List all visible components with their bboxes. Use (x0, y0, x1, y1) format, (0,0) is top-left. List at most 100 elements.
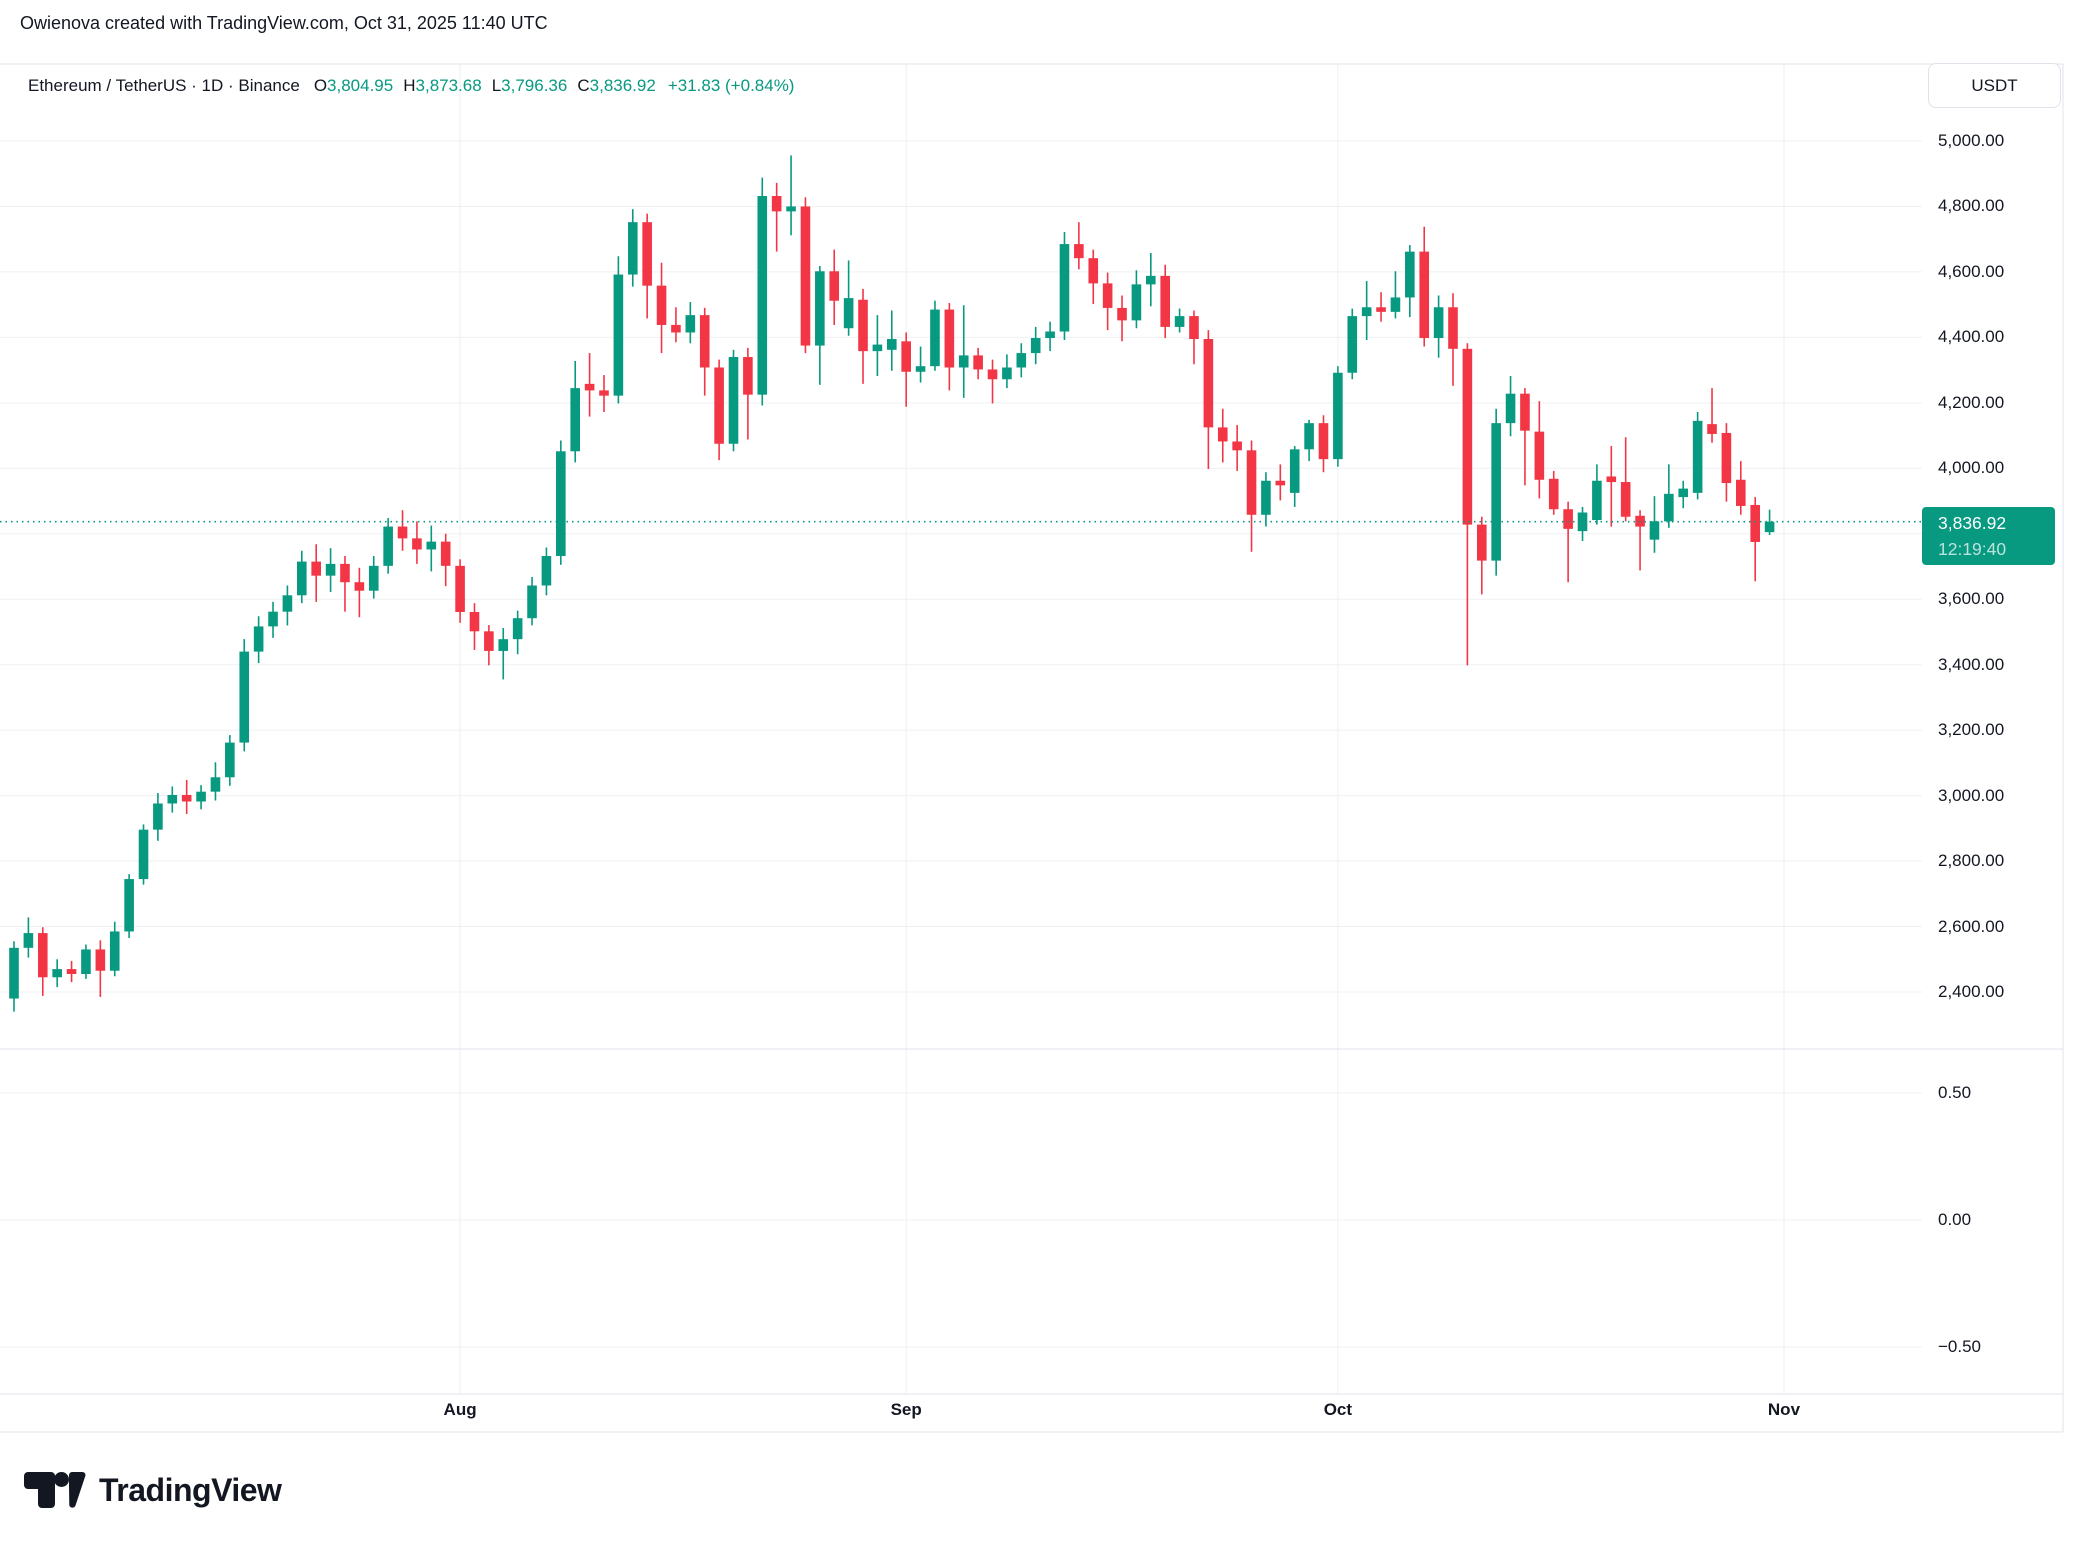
candle[interactable]: Sep 8 O 4272 H 4348 L 4245 C 4308 (1002, 367, 1012, 380)
candle[interactable]: Aug 14 O 4752 H 4778 L 4458 C 4558 (642, 222, 652, 286)
candle[interactable]: Oct 12 O 3718 H 4182 L 3672 C 4138 (1491, 423, 1501, 561)
candle[interactable]: Oct 8 O 4398 H 4528 L 4338 C 4492 (1433, 307, 1444, 339)
chart-legend[interactable]: Ethereum / TetherUS · 1D · Binance O3,804… (28, 76, 794, 96)
time-axis[interactable]: Aug Sep Oct Nov (0, 1394, 2063, 1432)
candle[interactable]: Aug 11 O 4238 H 4285 L 4172 C 4222 (599, 390, 609, 396)
candle[interactable]: Aug 5 O 3478 H 3565 L 3432 C 3542 (512, 618, 523, 640)
candle[interactable]: Oct 6 O 4522 H 4682 L 4462 C 4662 (1405, 251, 1415, 298)
candle[interactable]: Sep 18 O 4562 H 4658 L 4495 C 4588 (1146, 275, 1156, 285)
candle[interactable]: Aug 8 O 3732 H 4085 L 3705 C 4052 (556, 451, 566, 557)
candle[interactable]: Oct 20 O 3975 H 4068 L 3822 C 3958 (1606, 476, 1617, 483)
candle[interactable]: Jul 3 O 2580 H 2598 L 2388 C 2445 (37, 933, 48, 978)
currency-toggle-button[interactable]: USDT (1928, 63, 2061, 108)
candle[interactable]: Sep 15 O 4565 H 4598 L 4422 C 4490 (1102, 283, 1113, 308)
candle[interactable]: Jul 9 O 2585 H 2760 L 2565 C 2745 (124, 879, 134, 932)
tradingview-logo[interactable]: TradingView (24, 1472, 282, 1508)
candle[interactable]: Sep 17 O 4452 H 4605 L 4428 C 4562 (1131, 284, 1142, 321)
candle[interactable]: Jul 31 O 3776 H 3800 L 3640 C 3702 (440, 541, 451, 566)
candle[interactable]: Aug 19 O 4308 H 4332 L 4025 C 4075 (714, 367, 724, 444)
candle[interactable]: Jul 16 O 3056 H 3185 L 3030 C 3162 (225, 742, 235, 778)
candle[interactable]: Sep 10 O 4352 H 4432 L 4318 C 4398 (1030, 338, 1041, 354)
candle[interactable]: Oct 10 O 4365 H 4382 L 3398 C 3828 (1462, 348, 1473, 525)
candle[interactable]: Jul 13 O 3002 H 3048 L 2944 C 2982 (181, 794, 192, 802)
candle[interactable]: Oct 4 O 4492 H 4538 L 4448 C 4478 (1376, 307, 1386, 312)
candle[interactable]: Sep 5 O 4308 H 4498 L 4215 C 4345 (958, 355, 969, 368)
candle[interactable]: Oct 31 O 3804.95 H 3873.68 L 3796.36 C 3… (1764, 521, 1775, 533)
candle[interactable]: Jul 19 O 3517 H 3592 L 3482 C 3562 (268, 611, 278, 627)
candle[interactable]: Sep 28 O 3925 H 4068 L 3882 C 4058 (1289, 449, 1300, 493)
candle[interactable]: Aug 7 O 3642 H 3758 L 3612 C 3732 (541, 556, 552, 586)
candle[interactable]: Jul 18 O 3440 H 3548 L 3405 C 3517 (253, 626, 264, 652)
candle[interactable]: Jul 22 O 3715 H 3768 L 3592 C 3672 (311, 561, 321, 576)
candle[interactable]: Aug 24 O 4785 H 4956 L 4712 C 4800 (786, 206, 796, 212)
candle[interactable]: Aug 21 O 4340 H 4368 L 4088 C 4225 (743, 357, 753, 395)
candle[interactable]: Jul 17 O 3162 H 3478 L 3135 C 3440 (239, 651, 250, 743)
candle[interactable]: Oct 24 O 3838 H 4012 L 3818 C 3922 (1664, 493, 1674, 522)
candle[interactable]: Aug 15 O 4558 H 4628 L 4352 C 4438 (656, 285, 667, 325)
candle[interactable]: Jul 6 O 2455 H 2545 L 2440 C 2530 (81, 949, 91, 974)
candle[interactable]: Oct 7 O 4662 H 4738 L 4372 C 4398 (1419, 251, 1430, 339)
indicator-axis[interactable]: 0.50 0.00 −0.50 (1922, 0, 2063, 1552)
candle[interactable]: Aug 2 O 3561 H 3588 L 3445 C 3502 (469, 611, 480, 632)
candle[interactable]: Oct 29 O 3965 H 4022 L 3858 C 3885 (1736, 479, 1746, 506)
candle[interactable]: Jul 27 O 3702 H 3848 L 3678 C 3822 (383, 526, 393, 566)
candle[interactable]: Oct 3 O 4465 H 4572 L 4392 C 4492 (1361, 307, 1372, 317)
candle[interactable]: Sep 1 O 4388 H 4415 L 4188 C 4295 (901, 341, 911, 372)
candle[interactable]: Sep 16 O 4490 H 4528 L 4388 C 4452 (1117, 307, 1127, 321)
candle[interactable]: Sep 3 O 4312 H 4512 L 4298 C 4485 (930, 309, 940, 367)
candle[interactable]: Jul 24 O 3708 H 3732 L 3562 C 3652 (340, 563, 350, 583)
candle[interactable]: Aug 28 O 4428 H 4635 L 4405 C 4520 (843, 298, 854, 329)
candle[interactable]: Sep 23 O 4125 H 4182 L 4018 C 4082 (1217, 427, 1228, 442)
candle[interactable]: Oct 21 O 3958 H 4095 L 3838 C 3852 (1620, 482, 1631, 517)
candle[interactable]: Sep 19 O 4588 H 4622 L 4398 C 4432 (1160, 275, 1170, 327)
candle[interactable]: Jul 25 O 3652 H 3696 L 3545 C 3626 (354, 582, 365, 591)
candle[interactable]: Aug 30 O 4358 H 4468 L 4282 C 4378 (872, 344, 883, 352)
candle[interactable]: Aug 6 O 3542 H 3668 L 3520 C 3642 (527, 585, 537, 619)
candle[interactable]: Jul 30 O 3752 H 3825 L 3685 C 3776 (426, 541, 437, 550)
candle[interactable]: Oct 14 O 4228 H 4245 L 3948 C 4115 (1520, 393, 1530, 431)
candle[interactable]: Oct 2 O 4292 H 4488 L 4272 C 4465 (1347, 316, 1358, 373)
candle[interactable]: Oct 27 O 4135 H 4245 L 4078 C 4105 (1707, 424, 1717, 434)
candle[interactable]: Aug 17 O 4415 H 4508 L 4382 C 4468 (685, 315, 696, 333)
candle[interactable]: Oct 15 O 4112 H 4205 L 3908 C 3965 (1534, 431, 1545, 480)
candle[interactable]: Aug 25 O 4800 H 4828 L 4352 C 4375 (800, 206, 811, 346)
candle[interactable]: Sep 7 O 4302 H 4332 L 4198 C 4272 (987, 369, 998, 380)
candle[interactable]: Jul 21 O 3612 H 3748 L 3588 C 3715 (297, 561, 307, 596)
candle[interactable]: Sep 12 O 4418 H 4722 L 4392 C 4685 (1059, 244, 1070, 332)
candle[interactable]: Jul 14 O 2982 H 3032 L 2958 C 3012 (196, 791, 206, 802)
candle[interactable]: Aug 18 O 4468 H 4490 L 4222 C 4308 (699, 315, 710, 368)
candle[interactable]: Oct 23 O 3782 H 3915 L 3742 C 3838 (1649, 521, 1660, 540)
candle[interactable]: Aug 10 O 4258 H 4352 L 4158 C 4238 (584, 383, 595, 391)
candle[interactable]: Sep 20 O 4432 H 4488 L 4415 C 4465 (1174, 316, 1185, 327)
candle[interactable]: Sep 30 O 4138 H 4162 L 3988 C 4028 (1318, 423, 1329, 460)
candle[interactable]: Jul 1 O 2380 H 2555 L 2340 C 2535 (9, 947, 19, 999)
candle[interactable]: Aug 27 O 4602 H 4668 L 4438 C 4512 (829, 271, 840, 301)
candle[interactable]: Oct 1 O 4028 H 4312 L 4005 C 4292 (1333, 372, 1343, 460)
candle[interactable]: Jul 26 O 3626 H 3732 L 3602 C 3702 (368, 565, 379, 591)
candle[interactable]: Aug 3 O 3502 H 3521 L 3398 C 3442 (484, 631, 494, 651)
candle[interactable]: Oct 30 O 3888 H 3912 L 3655 C 3775 (1750, 504, 1760, 542)
candle[interactable]: Aug 22 O 4225 H 4888 L 4192 C 4832 (757, 195, 768, 395)
candle[interactable]: Aug 9 O 4052 H 4328 L 4018 C 4245 (570, 388, 581, 452)
candle[interactable]: Sep 21 O 4465 H 4482 L 4318 C 4395 (1189, 316, 1199, 340)
candle[interactable]: Aug 4 O 3442 H 3512 L 3355 C 3478 (498, 639, 509, 651)
candle[interactable]: Jul 29 O 3786 H 3838 L 3708 C 3752 (412, 538, 422, 550)
candle[interactable]: Sep 13 O 4685 H 4752 L 4608 C 4642 (1074, 244, 1084, 259)
candle[interactable]: Oct 5 O 4478 H 4602 L 4458 C 4522 (1390, 297, 1401, 312)
candle[interactable]: Sep 2 O 4295 H 4372 L 4262 C 4312 (915, 366, 926, 372)
candle[interactable]: Aug 13 O 4592 H 4792 L 4555 C 4752 (627, 222, 638, 275)
candle[interactable]: Jul 15 O 3012 H 3102 L 2985 C 3056 (210, 777, 221, 792)
candle[interactable]: Sep 14 O 4642 H 4668 L 4502 C 4565 (1088, 258, 1099, 284)
candle[interactable]: Sep 6 O 4345 H 4368 L 4272 C 4302 (973, 355, 983, 370)
candle[interactable]: Oct 26 O 3925 H 4172 L 3905 C 4145 (1692, 420, 1703, 493)
candle[interactable]: Sep 24 O 4082 H 4132 L 3992 C 4055 (1232, 441, 1242, 451)
candle[interactable]: Aug 16 O 4438 H 4492 L 4385 C 4415 (671, 324, 681, 333)
candle[interactable]: Sep 9 O 4308 H 4382 L 4278 C 4352 (1016, 353, 1027, 368)
candle[interactable]: Jul 5 O 2470 H 2495 L 2430 C 2455 (66, 969, 77, 974)
candle[interactable]: Sep 29 O 4058 H 4148 L 4022 C 4138 (1304, 423, 1314, 450)
candle[interactable]: Jul 2 O 2535 H 2628 L 2505 C 2580 (23, 933, 34, 948)
candle[interactable]: Jul 20 O 3562 H 3642 L 3520 C 3612 (282, 595, 293, 612)
candle[interactable]: Aug 29 O 4515 H 4548 L 4258 C 4358 (858, 299, 868, 352)
candle[interactable]: Oct 28 O 4108 H 4138 L 3898 C 3955 (1721, 432, 1732, 484)
candle[interactable]: Aug 1 O 3702 H 3722 L 3528 C 3561 (455, 565, 465, 612)
